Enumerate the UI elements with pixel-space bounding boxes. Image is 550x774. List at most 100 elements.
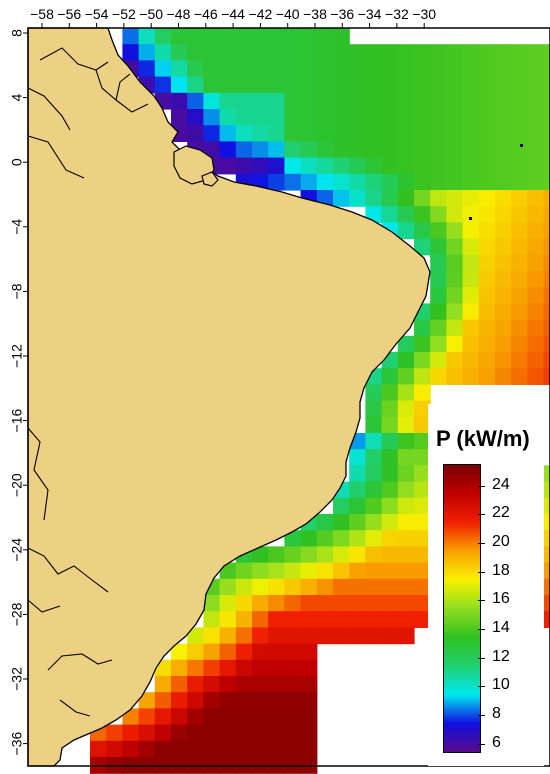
grid-cell xyxy=(365,627,383,645)
grid-cell xyxy=(316,595,334,612)
grid-cell xyxy=(154,692,172,709)
grid-cell xyxy=(333,109,350,126)
grid-cell xyxy=(252,708,269,726)
grid-cell xyxy=(495,44,512,61)
grid-cell xyxy=(365,514,383,531)
grid-cell xyxy=(284,546,302,564)
grid-cell xyxy=(414,44,431,61)
grid-cell xyxy=(495,319,512,337)
grid-cell xyxy=(365,190,383,207)
grid-cell xyxy=(365,481,383,499)
grid-cell xyxy=(268,595,285,612)
grid-cell xyxy=(495,335,512,353)
grid-cell xyxy=(187,44,204,61)
grid-cell xyxy=(527,271,545,288)
grid-cell xyxy=(154,676,172,693)
grid-cell xyxy=(203,740,221,758)
grid-cell xyxy=(203,659,221,677)
grid-cell xyxy=(154,28,172,45)
colorbar-label: 20 xyxy=(492,532,510,550)
grid-cell xyxy=(154,740,172,758)
grid-cell xyxy=(252,611,269,628)
grid-cell xyxy=(462,271,480,288)
grid-cell xyxy=(349,530,366,547)
grid-cell xyxy=(235,708,253,726)
grid-cell xyxy=(187,76,204,94)
grid-cell xyxy=(414,578,431,596)
grid-cell xyxy=(235,611,253,628)
grid-cell xyxy=(478,319,496,337)
colorbar-tick xyxy=(478,743,485,745)
grid-cell xyxy=(171,659,188,677)
grid-cell xyxy=(397,92,415,110)
grid-cell xyxy=(235,125,253,142)
grid-cell xyxy=(349,92,366,110)
grid-cell xyxy=(446,92,464,110)
grid-cell xyxy=(235,578,253,596)
grid-cell xyxy=(252,157,269,175)
grid-cell xyxy=(268,740,285,758)
grid-cell xyxy=(365,44,383,61)
grid-cell xyxy=(543,60,550,78)
grid-cell xyxy=(349,562,366,580)
grid-cell xyxy=(414,157,431,175)
grid-cell xyxy=(300,611,318,628)
colorbar-tick xyxy=(478,657,485,659)
lon-tick-label: −54 xyxy=(85,6,109,22)
grid-cell xyxy=(235,109,253,126)
grid-cell xyxy=(397,449,415,466)
grid-cell xyxy=(219,708,237,726)
grid-cell xyxy=(397,465,415,483)
grid-cell xyxy=(219,595,237,612)
lon-tick-label: −32 xyxy=(385,6,409,22)
grid-cell xyxy=(397,190,415,207)
grid-cell xyxy=(252,109,269,126)
grid-cell xyxy=(397,368,415,385)
grid-cell xyxy=(252,578,269,596)
grid-cell xyxy=(543,562,550,580)
grid-cell xyxy=(252,740,269,758)
grid-cell xyxy=(187,708,204,726)
grid-cell xyxy=(219,578,237,596)
grid-cell xyxy=(300,643,318,661)
grid-cell xyxy=(268,659,285,677)
grid-cell xyxy=(300,141,318,159)
grid-cell xyxy=(316,514,334,531)
grid-cell xyxy=(381,125,399,142)
grid-cell xyxy=(511,76,528,94)
grid-cell xyxy=(478,368,496,385)
grid-cell xyxy=(219,157,237,175)
grid-cell xyxy=(414,530,431,547)
grid-cell xyxy=(235,60,253,78)
grid-cell xyxy=(543,611,550,628)
grid-cell xyxy=(300,578,318,596)
grid-cell xyxy=(187,676,204,693)
grid-cell xyxy=(316,44,334,61)
grid-cell xyxy=(527,335,545,353)
colorbar-tick xyxy=(478,514,485,516)
grid-cell xyxy=(397,222,415,240)
grid-cell xyxy=(446,76,464,94)
grid-cell xyxy=(527,125,545,142)
grid-cell xyxy=(511,303,528,321)
grid-cell xyxy=(349,109,366,126)
grid-cell xyxy=(397,627,415,645)
grid-cell xyxy=(397,352,415,369)
grid-cell xyxy=(381,60,399,78)
grid-cell xyxy=(543,76,550,94)
grid-cell xyxy=(446,222,464,240)
grid-cell xyxy=(462,141,480,159)
grid-cell xyxy=(414,92,431,110)
grid-cell xyxy=(397,76,415,94)
grid-cell xyxy=(154,76,172,94)
grid-cell xyxy=(284,740,302,758)
grid-cell xyxy=(446,238,464,256)
grid-cell xyxy=(349,157,366,175)
grid-cell xyxy=(446,44,464,61)
grid-cell xyxy=(349,449,366,466)
grid-cell xyxy=(284,173,302,191)
grid-cell xyxy=(316,28,334,45)
grid-cell xyxy=(478,303,496,321)
grid-cell xyxy=(414,514,431,531)
grid-cell xyxy=(543,190,550,207)
